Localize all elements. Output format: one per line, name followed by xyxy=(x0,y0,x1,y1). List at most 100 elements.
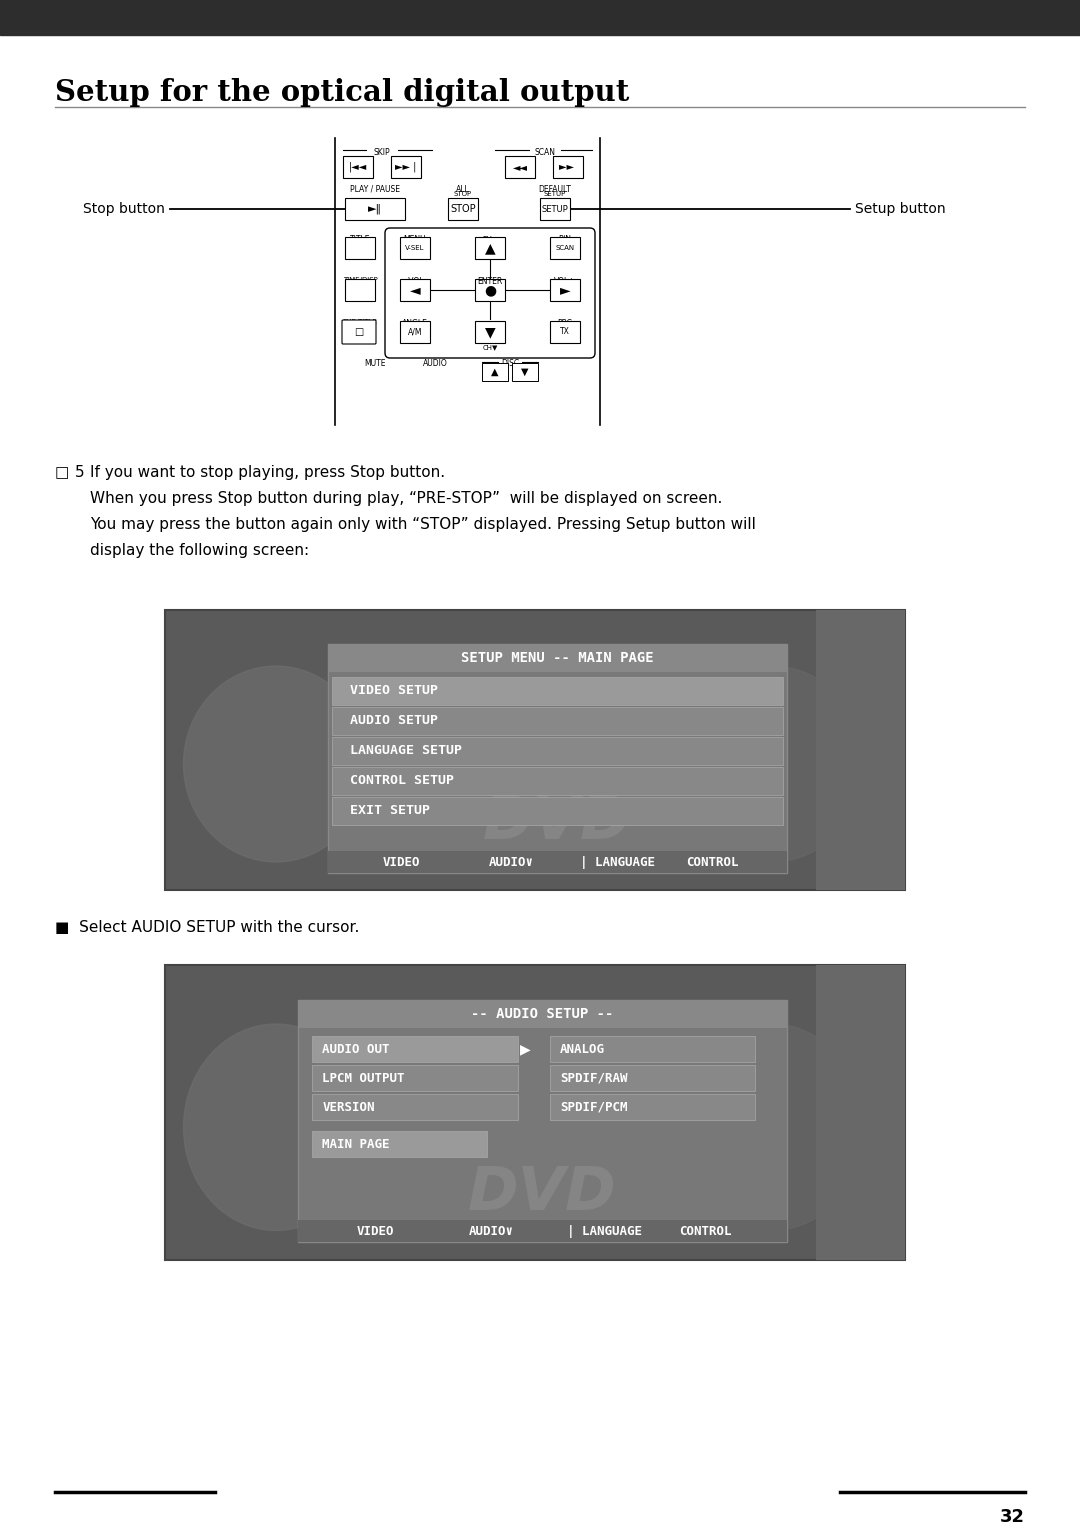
Text: AUDIO∨: AUDIO∨ xyxy=(488,855,534,869)
Bar xyxy=(550,238,580,259)
Bar xyxy=(400,279,430,300)
Text: TIME/DISP: TIME/DISP xyxy=(342,277,377,284)
Text: ANGLE: ANGLE xyxy=(402,319,428,328)
Text: ▶: ▶ xyxy=(519,1042,530,1056)
Bar xyxy=(550,320,580,343)
Text: ●: ● xyxy=(484,284,496,297)
Text: SETUP: SETUP xyxy=(542,204,568,213)
Text: TITLE: TITLE xyxy=(350,235,370,244)
Bar xyxy=(343,156,373,178)
Text: ANALOG: ANALOG xyxy=(559,1042,605,1056)
Bar xyxy=(550,1095,756,1121)
Bar xyxy=(332,736,783,765)
Bar xyxy=(475,238,505,259)
Text: VIDEO: VIDEO xyxy=(382,855,420,869)
Text: SETUP: SETUP xyxy=(544,192,566,198)
Text: Setup button: Setup button xyxy=(855,202,946,216)
Text: LANGUAGE SETUP: LANGUAGE SETUP xyxy=(350,744,462,757)
Text: ▼: ▼ xyxy=(522,366,529,377)
Bar xyxy=(312,1036,517,1062)
Bar xyxy=(332,707,783,734)
Bar xyxy=(391,156,421,178)
Ellipse shape xyxy=(679,665,864,862)
Text: □: □ xyxy=(55,464,69,480)
Text: STOP: STOP xyxy=(454,192,472,198)
Bar xyxy=(482,363,508,382)
Text: | LANGUAGE: | LANGUAGE xyxy=(580,855,656,869)
Bar xyxy=(400,320,430,343)
Text: TX: TX xyxy=(561,328,570,337)
Text: SCAN: SCAN xyxy=(555,245,575,251)
Text: ▲: ▲ xyxy=(485,241,496,254)
Text: ◄: ◄ xyxy=(409,284,420,297)
Text: V-SEL: V-SEL xyxy=(405,245,424,251)
Text: Setup for the optical digital output: Setup for the optical digital output xyxy=(55,78,630,107)
Bar xyxy=(553,156,583,178)
Ellipse shape xyxy=(184,665,368,862)
Text: DISC: DISC xyxy=(501,359,519,368)
Bar xyxy=(332,676,783,705)
Bar xyxy=(328,644,786,671)
Text: You may press the button again only with “STOP” displayed. Pressing Setup button: You may press the button again only with… xyxy=(90,517,756,532)
Text: SKIP: SKIP xyxy=(374,149,390,156)
Text: DVD: DVD xyxy=(468,1165,617,1223)
Ellipse shape xyxy=(679,1024,864,1231)
Text: ◄◄: ◄◄ xyxy=(513,162,527,172)
Text: CONTROL SETUP: CONTROL SETUP xyxy=(350,774,454,786)
Text: SCAN: SCAN xyxy=(535,149,555,156)
Text: DEFAULT: DEFAULT xyxy=(539,185,571,195)
Text: LPCM OUTPUT: LPCM OUTPUT xyxy=(322,1072,405,1085)
Text: VIDEO SETUP: VIDEO SETUP xyxy=(350,684,437,698)
Text: SETUP MENU -- MAIN PAGE: SETUP MENU -- MAIN PAGE xyxy=(461,650,653,665)
Bar xyxy=(345,238,375,259)
Bar xyxy=(512,363,538,382)
Text: ▲: ▲ xyxy=(491,366,499,377)
Bar xyxy=(298,1001,786,1242)
Text: A/M: A/M xyxy=(408,328,422,337)
Text: VOL+: VOL+ xyxy=(554,277,576,287)
Text: MAIN PAGE: MAIN PAGE xyxy=(322,1137,390,1151)
Text: □: □ xyxy=(354,327,364,337)
Bar xyxy=(165,610,905,891)
Bar xyxy=(345,279,375,300)
Text: SPDIF/RAW: SPDIF/RAW xyxy=(559,1072,627,1085)
Bar xyxy=(550,1036,756,1062)
Bar xyxy=(345,198,405,221)
FancyBboxPatch shape xyxy=(342,320,376,343)
Bar xyxy=(328,851,786,874)
Text: VIDEO: VIDEO xyxy=(356,1225,394,1237)
Text: MENU: MENU xyxy=(404,235,427,244)
Text: CH▲: CH▲ xyxy=(482,235,499,244)
Text: ►► |: ►► | xyxy=(395,162,417,172)
Text: ENTER: ENTER xyxy=(477,277,502,287)
Ellipse shape xyxy=(184,1024,368,1231)
Text: P/N: P/N xyxy=(558,235,571,244)
Text: ►►: ►► xyxy=(559,162,577,172)
Text: MUTE: MUTE xyxy=(364,359,386,368)
Text: V-SEL: V-SEL xyxy=(405,242,424,248)
Text: SPDIF/PCM: SPDIF/PCM xyxy=(559,1101,627,1114)
Bar xyxy=(550,279,580,300)
Bar xyxy=(298,1220,786,1242)
Text: PLAY / PAUSE: PLAY / PAUSE xyxy=(350,185,400,195)
Text: |◄◄: |◄◄ xyxy=(349,162,367,172)
Bar xyxy=(475,279,505,300)
Text: -VOL: -VOL xyxy=(406,277,423,287)
Bar xyxy=(312,1131,487,1157)
Bar xyxy=(475,320,505,343)
Text: Stop button: Stop button xyxy=(83,202,165,216)
Bar xyxy=(298,1001,786,1029)
Text: A/M: A/M xyxy=(408,327,421,333)
Text: PBC: PBC xyxy=(557,319,572,328)
Bar xyxy=(332,766,783,794)
Text: display the following screen:: display the following screen: xyxy=(90,543,309,558)
Bar xyxy=(505,156,535,178)
Bar xyxy=(540,198,570,221)
Text: ►‖: ►‖ xyxy=(368,204,382,215)
Text: AUDIO SETUP: AUDIO SETUP xyxy=(350,714,437,727)
Text: SCAN: SCAN xyxy=(555,242,575,248)
Bar xyxy=(312,1095,517,1121)
Bar xyxy=(332,797,783,825)
Text: ALL: ALL xyxy=(456,185,470,195)
Text: If you want to stop playing, press Stop button.: If you want to stop playing, press Stop … xyxy=(90,464,445,480)
